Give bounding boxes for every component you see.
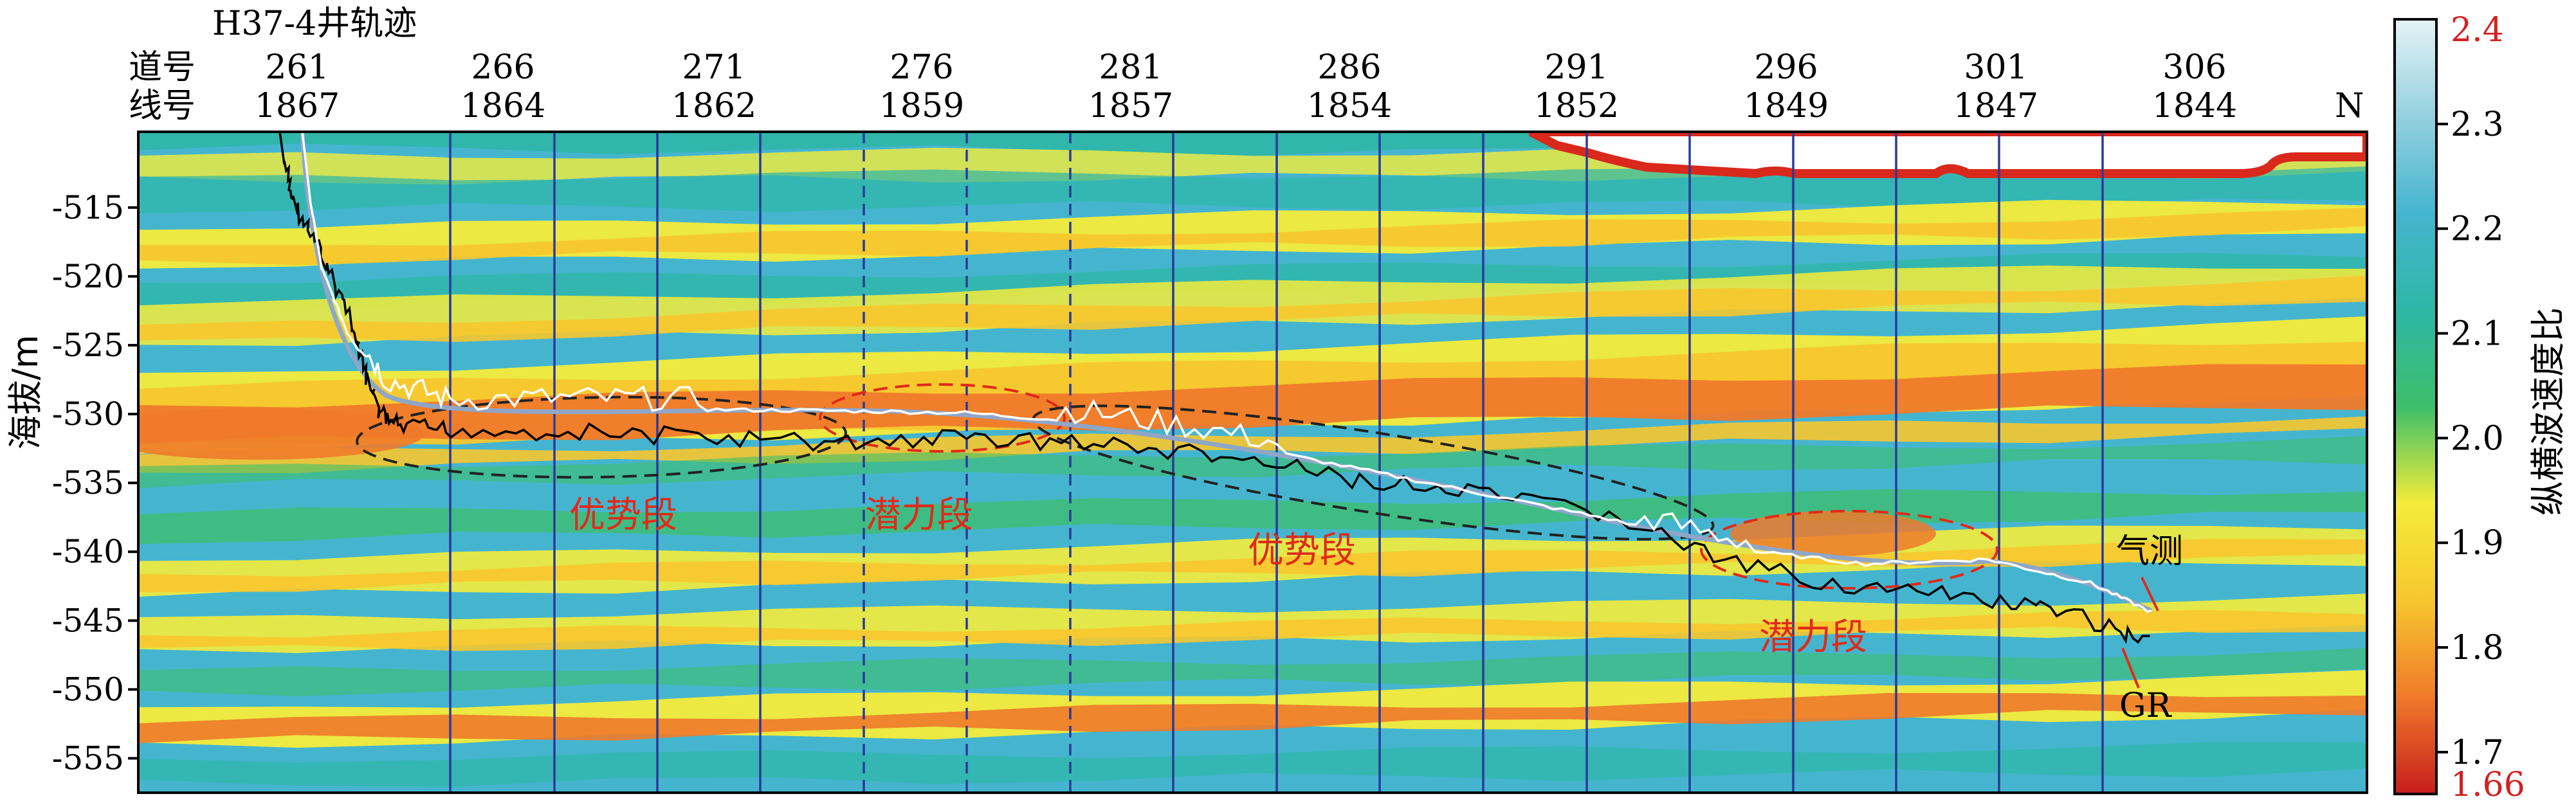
colorbar-min-label: 1.66: [2451, 766, 2525, 803]
y-tick-label: -550: [52, 671, 124, 708]
x-tick-trace: 281: [1099, 48, 1162, 87]
colorbar-ticks: 1.7 1.8 1.9 2.0 2.1 2.2 2.3: [2436, 105, 2504, 772]
x-tick-line: 1852: [1534, 87, 1619, 125]
x-tick-line: 1847: [1953, 87, 2038, 125]
colorbar-label: 纵横波速度比: [2528, 307, 2568, 516]
x-tick-trace: 286: [1317, 48, 1381, 87]
x-tick-trace: 296: [1754, 48, 1818, 87]
trace-lines: [449, 132, 2104, 793]
heatmap-band: [138, 539, 2367, 593]
chart-title: H37-4井轨迹: [212, 5, 417, 43]
x-tick-trace: 301: [1964, 48, 2027, 87]
x-tick-trace: 306: [2162, 48, 2226, 87]
x-tick-trace: 271: [682, 48, 745, 87]
colorbar-max-label: 2.4: [2451, 11, 2504, 50]
colorbar-tick-label: 2.3: [2451, 105, 2504, 144]
x-tick-trace: 291: [1544, 48, 1608, 87]
y-axis: -515 -520 -525 -530 -535 -540 -545 -550 -555: [52, 189, 138, 777]
y-tick-label: -535: [52, 464, 124, 501]
heatmap-band: [138, 435, 2367, 489]
gr-leader-line: [2121, 647, 2140, 689]
colorbar-tick-label: 1.9: [2451, 524, 2504, 563]
segment-label-1: 优势段: [569, 494, 677, 536]
segment-ellipse: [356, 395, 847, 479]
x-tick-line: 1862: [671, 87, 756, 125]
gr-curve-label: GR: [2119, 687, 2173, 725]
segment-label-4: 潜力段: [1759, 617, 1867, 658]
x-tick-line: 1864: [461, 87, 545, 125]
heatmap-band: [1730, 511, 1936, 556]
y-tick-label: -540: [52, 533, 124, 570]
y-axis-label: 海拔/m: [5, 335, 46, 450]
gas-curve: [301, 132, 2152, 613]
gr-curve: [279, 132, 2150, 644]
x-tick-trace: 276: [890, 48, 953, 87]
x-tick-trace: 261: [265, 48, 329, 87]
north-label: N: [2335, 87, 2364, 125]
y-tick-label: -530: [52, 395, 124, 433]
x-tick-line: 1857: [1088, 87, 1173, 125]
trace-row-label: 道号: [129, 48, 196, 87]
colorbar-tick-label: 1.7: [2451, 734, 2504, 772]
no-data-region: [1528, 132, 2367, 179]
line-row-label: 线号: [129, 87, 196, 125]
y-tick-label: -520: [52, 258, 124, 295]
segment-label-3: 优势段: [1248, 530, 1356, 572]
y-tick-label: -545: [52, 602, 124, 639]
y-tick-label: -525: [52, 327, 124, 364]
heatmap-band: [138, 609, 2367, 651]
log-curves: [279, 132, 2153, 644]
segment-ellipse: [819, 383, 1066, 453]
segment-label-2: 潜力段: [865, 494, 973, 536]
heatmap-band: [138, 742, 2367, 787]
heatmap-band: [138, 364, 2367, 444]
heatmap-band: [138, 208, 2367, 266]
x-tick-line: 1849: [1744, 87, 1829, 125]
heatmap-band: [138, 275, 2367, 342]
well-trajectory: [300, 132, 2153, 613]
x-tick-line: 1854: [1307, 87, 1392, 125]
x-tick-trace: 266: [471, 48, 534, 87]
heatmap-band: [138, 408, 425, 460]
colorbar-tick-label: 2.2: [2451, 210, 2504, 249]
x-tick-line: 1844: [2152, 87, 2237, 125]
heatmap-band: [138, 647, 2367, 696]
velocity-ratio-heatmap: [138, 132, 2367, 793]
colorbar-tick-label: 1.8: [2451, 629, 2504, 667]
heatmap-band: [138, 692, 2367, 744]
colorbar-tick-label: 2.0: [2451, 419, 2504, 458]
colorbar-tick-label: 2.1: [2451, 315, 2504, 354]
plot-frame: [137, 131, 2368, 794]
y-tick-label: -555: [52, 739, 124, 777]
gas-curve-label: 气测: [2116, 532, 2183, 571]
y-tick-label: -515: [52, 189, 124, 226]
x-tick-line: 1859: [879, 87, 964, 125]
colorbar: [2393, 18, 2438, 795]
gas-leader-line: [2141, 577, 2159, 611]
x-tick-line: 1867: [255, 87, 340, 125]
segment-ellipse: [1700, 510, 1998, 590]
heatmap-band: [138, 489, 2367, 545]
x-axis-ticks: 2611867266186427118622761859281185728618…: [255, 48, 2237, 125]
